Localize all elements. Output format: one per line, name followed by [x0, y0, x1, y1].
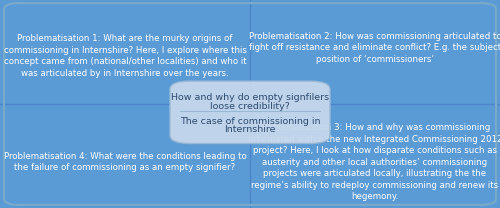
Text: Problematisation 2: How was commissioning articulated to
fight off resistance an: Problematisation 2: How was commissionin…: [248, 32, 500, 64]
Text: loose credibility?: loose credibility?: [210, 102, 290, 111]
Text: Problematisation 4: What were the conditions leading to
the failure of commissio: Problematisation 4: What were the condit…: [4, 152, 246, 172]
Text: How and why do empty signfilers: How and why do empty signfilers: [171, 93, 329, 102]
Text: Problematisation 3: How and why was commissioning
articulated within the new Int: Problematisation 3: How and why was comm…: [248, 123, 500, 201]
FancyBboxPatch shape: [170, 81, 330, 144]
Text: The case of commissioning in: The case of commissioning in: [180, 117, 320, 126]
Text: Internshire: Internshire: [224, 125, 276, 135]
Text: Problematisation 1: What are the murky origins of
commissioning in Internshire? : Problematisation 1: What are the murky o…: [4, 35, 246, 78]
